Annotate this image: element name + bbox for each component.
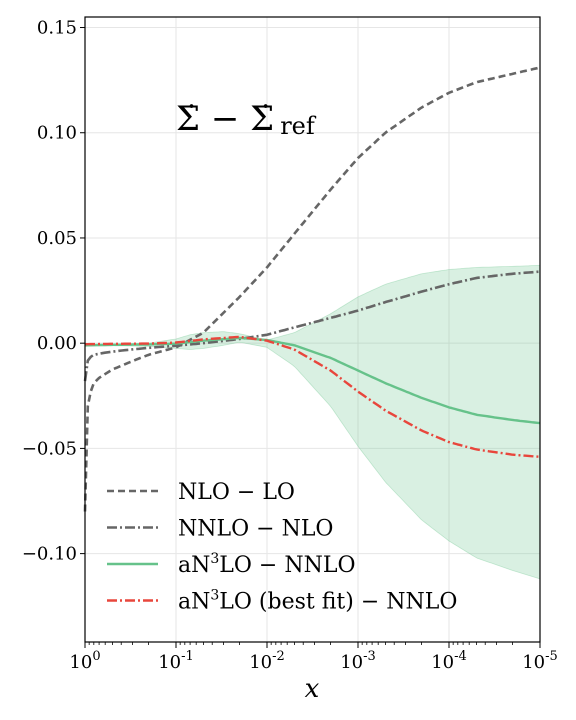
x-tick-label-4: 10-4 bbox=[431, 649, 467, 673]
y-tick-label-4: −0.05 bbox=[22, 438, 77, 459]
x-tick-labels: 100 10-1 10-2 10-3 10-4 10-5 bbox=[69, 649, 557, 673]
y-tick-label-0: 0.15 bbox=[37, 18, 77, 39]
annotation-subscript: ref bbox=[280, 112, 317, 140]
series-line-1 bbox=[83, 270, 541, 382]
legend-label-3: aN3LO (best fit) − NNLO bbox=[178, 588, 457, 615]
chart-annotation: Σ̇ − Σ̇ ref bbox=[176, 99, 317, 140]
y-tick-label-1: 0.10 bbox=[37, 123, 77, 144]
annotation-main: Σ̇ − Σ̇ bbox=[176, 99, 274, 139]
series-line-0 bbox=[83, 66, 541, 512]
x-tick-label-2: 10-2 bbox=[249, 649, 285, 673]
x-tick-label-0: 100 bbox=[69, 649, 100, 673]
x-tick-label-5: 10-5 bbox=[522, 649, 558, 673]
x-tick-label-1: 10-1 bbox=[158, 649, 194, 673]
y-tick-label-2: 0.05 bbox=[37, 228, 77, 249]
series-layer bbox=[83, 66, 541, 512]
plot-frame bbox=[84, 16, 541, 643]
x-tick-label-3: 10-3 bbox=[340, 649, 376, 673]
legend-label-1: NNLO − NLO bbox=[178, 517, 333, 542]
y-tick-label-3: 0.00 bbox=[37, 333, 77, 354]
legend-label-0: NLO − LO bbox=[178, 480, 295, 505]
axes-layer bbox=[80, 16, 541, 648]
legend-label-2: aN3LO − NNLO bbox=[178, 551, 356, 578]
series-line-3 bbox=[85, 335, 541, 458]
y-tick-labels: 0.15 0.10 0.05 0.00 −0.05 −0.10 bbox=[22, 18, 77, 565]
legend: NLO − LO NNLO − NLO aN3LO − NNLO aN3LO (bes… bbox=[107, 480, 457, 615]
x-axis-label: x bbox=[305, 674, 320, 704]
y-tick-label-5: −0.10 bbox=[22, 544, 77, 565]
